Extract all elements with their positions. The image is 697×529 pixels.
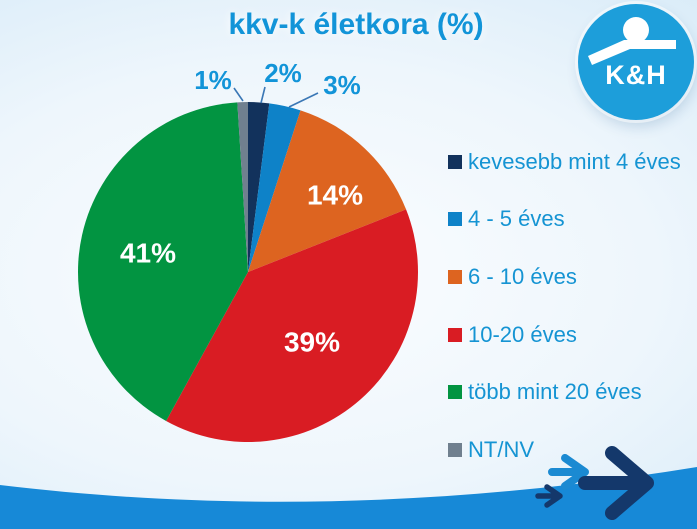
legend-label: 4 - 5 éves xyxy=(468,206,565,232)
label-leader-line xyxy=(288,92,319,108)
legend-item: kevesebb mint 4 éves xyxy=(448,133,681,191)
legend-item: NT/NV xyxy=(448,421,681,479)
forward-arrow-light-icon xyxy=(548,454,589,490)
legend-item: 10-20 éves xyxy=(448,306,681,364)
person-icon: K&H xyxy=(588,17,676,90)
pie-percent-label: 1% xyxy=(194,65,232,95)
pie-slice xyxy=(166,209,419,443)
legend-swatch xyxy=(448,385,462,400)
legend-item: 6 - 10 éves xyxy=(448,248,681,306)
legend-item: 4 - 5 éves xyxy=(448,191,681,249)
legend-item: több mint 20 éves xyxy=(448,363,681,421)
pie-percent-label: 39% xyxy=(284,327,340,358)
chart-title: kkv-k életkora (%) xyxy=(228,8,484,41)
legend-label: 6 - 10 éves xyxy=(468,263,577,289)
pie-slice xyxy=(248,103,301,272)
pie-percent-label: 3% xyxy=(323,70,361,100)
pie-percent-label: 2% xyxy=(264,58,302,88)
legend-label: kevesebb mint 4 éves xyxy=(468,148,681,174)
legend-swatch xyxy=(448,442,462,457)
label-leader-line xyxy=(233,87,244,102)
wave-band xyxy=(0,467,697,529)
logo-brand-text: K&H xyxy=(605,60,667,90)
legend-label: NT/NV xyxy=(468,436,534,462)
forward-arrow-large-icon xyxy=(578,446,654,520)
pie-slice xyxy=(248,102,270,272)
legend-swatch xyxy=(448,212,462,227)
pie-percent-label: 14% xyxy=(307,180,363,211)
pie-percent-label: 41% xyxy=(120,238,176,269)
pie-slice xyxy=(248,110,407,272)
legend-swatch xyxy=(448,154,462,169)
legend-swatch xyxy=(448,327,462,342)
pie-slice xyxy=(78,102,248,421)
legend-label: 10-20 éves xyxy=(468,321,577,347)
kh-logo: K&H xyxy=(578,4,694,120)
pie-slice xyxy=(237,102,248,272)
legend-swatch xyxy=(448,269,462,284)
chart-legend: kevesebb mint 4 éves 4 - 5 éves 6 - 10 é… xyxy=(448,133,681,479)
legend-label: több mint 20 éves xyxy=(468,379,642,405)
forward-arrow-small-icon xyxy=(535,484,563,508)
label-leader-line xyxy=(260,86,266,104)
